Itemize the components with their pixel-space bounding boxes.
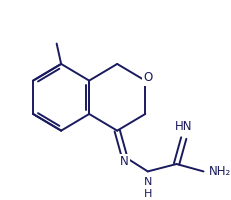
Text: O: O <box>143 71 152 84</box>
Text: N: N <box>120 155 129 168</box>
Text: N
H: N H <box>144 177 152 199</box>
Text: NH₂: NH₂ <box>209 165 231 178</box>
Text: HN: HN <box>175 120 192 133</box>
